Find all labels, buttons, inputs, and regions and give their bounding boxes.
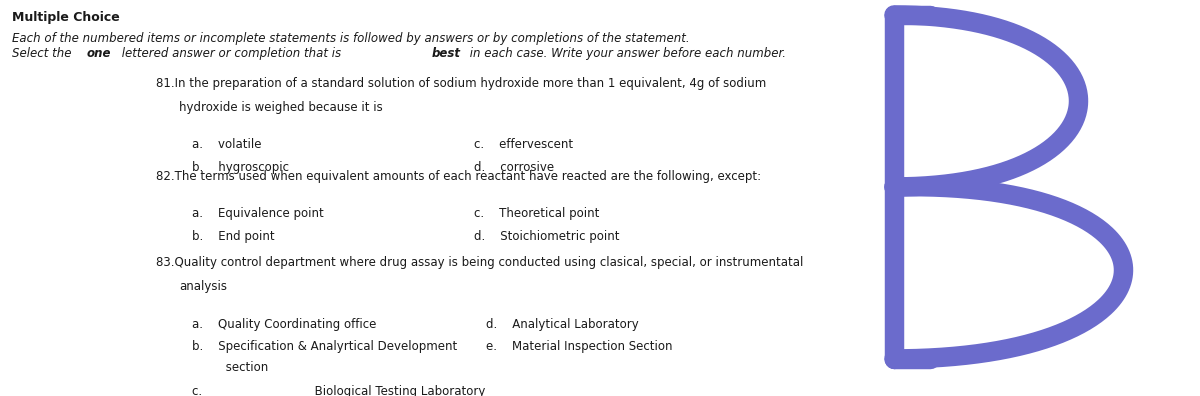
Text: a.    Equivalence point: a. Equivalence point bbox=[192, 208, 324, 221]
Text: best: best bbox=[432, 47, 461, 60]
Text: Select the: Select the bbox=[12, 47, 76, 60]
Text: a.    volatile: a. volatile bbox=[192, 138, 262, 151]
Text: 82.The terms used when equivalent amounts of each reactant have reacted are the : 82.The terms used when equivalent amount… bbox=[156, 170, 761, 183]
Text: c.                              Biological Testing Laboratory: c. Biological Testing Laboratory bbox=[192, 385, 485, 396]
Text: c.    Theoretical point: c. Theoretical point bbox=[474, 208, 599, 221]
Text: hydroxide is weighed because it is: hydroxide is weighed because it is bbox=[179, 101, 383, 114]
Text: d.    corrosive: d. corrosive bbox=[474, 161, 554, 174]
Text: section: section bbox=[192, 361, 269, 374]
Text: lettered answer or completion that is: lettered answer or completion that is bbox=[118, 47, 344, 60]
Text: b.    Specification & Analyrtical Development: b. Specification & Analyrtical Developme… bbox=[192, 340, 457, 353]
Text: analysis: analysis bbox=[179, 280, 227, 293]
Text: b.    hygroscopic: b. hygroscopic bbox=[192, 161, 289, 174]
Text: Each of the numbered items or incomplete statements is followed by answers or by: Each of the numbered items or incomplete… bbox=[12, 32, 690, 45]
Text: 83.Quality control department where drug assay is being conducted using clasical: 83.Quality control department where drug… bbox=[156, 256, 803, 269]
Text: Multiple Choice: Multiple Choice bbox=[12, 11, 120, 24]
Text: c.    effervescent: c. effervescent bbox=[474, 138, 574, 151]
Text: d.    Stoichiometric point: d. Stoichiometric point bbox=[474, 230, 619, 243]
Text: 81.In the preparation of a standard solution of sodium hydroxide more than 1 equ: 81.In the preparation of a standard solu… bbox=[156, 77, 767, 89]
Text: one: one bbox=[86, 47, 110, 60]
Text: a.    Quality Coordinating office: a. Quality Coordinating office bbox=[192, 318, 377, 331]
Text: in each case. Write your answer before each number.: in each case. Write your answer before e… bbox=[466, 47, 786, 60]
Text: d.    Analytical Laboratory: d. Analytical Laboratory bbox=[486, 318, 638, 331]
Text: b.    End point: b. End point bbox=[192, 230, 275, 243]
Text: e.    Material Inspection Section: e. Material Inspection Section bbox=[486, 340, 672, 353]
